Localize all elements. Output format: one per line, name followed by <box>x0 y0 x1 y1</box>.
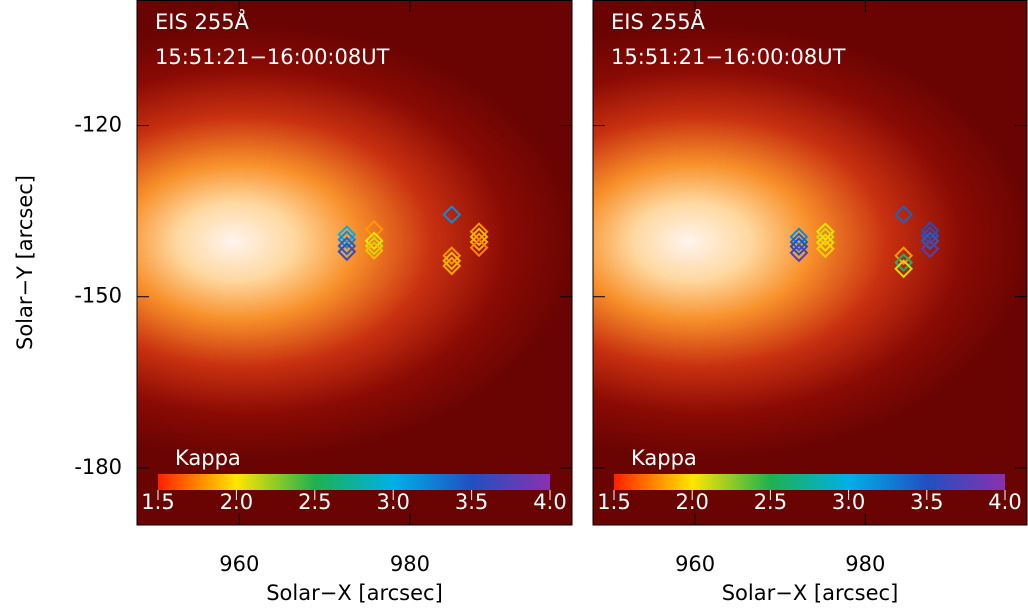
kappa-diamond <box>337 242 357 262</box>
kappa-diamond <box>364 231 384 251</box>
x-tick-label: 960 <box>219 552 259 576</box>
colorbar-tick-label: 3.0 <box>376 490 409 514</box>
colorbar <box>158 474 550 490</box>
colorbar-tick-label: 3.0 <box>832 490 865 514</box>
colorbar-tick-label: 2.5 <box>754 490 787 514</box>
kappa-diamond <box>789 237 809 256</box>
intensity-map <box>137 0 572 525</box>
y-tick-label: -150 <box>74 284 122 308</box>
kappa-diamond <box>920 226 940 246</box>
colorbar-tick-label: 3.5 <box>455 490 488 514</box>
plot-frame <box>592 0 1028 526</box>
kappa-diamond <box>920 239 940 259</box>
colorbar-tick-label: 4.0 <box>988 490 1021 514</box>
panel-subtitle: 15:51:21−16:00:08UT <box>155 45 390 69</box>
kappa-diamond <box>364 241 384 260</box>
x-tick-label: 980 <box>390 552 430 576</box>
panel-title: EIS 255Å <box>611 8 706 34</box>
colorbar-label: Kappa <box>175 446 241 470</box>
colorbar <box>614 474 1005 490</box>
colorbar-tick-label: 1.5 <box>597 490 630 514</box>
y-axis-label: Solar−Y [arcsec] <box>13 175 37 350</box>
kappa-diamond <box>894 253 914 272</box>
kappa-diamond <box>442 205 462 224</box>
plot-frame <box>136 0 573 526</box>
kappa-diamond <box>469 232 489 252</box>
intensity-map <box>593 0 1027 525</box>
kappa-diamond <box>442 251 462 271</box>
x-tick-label: 960 <box>675 552 715 576</box>
kappa-diamond <box>815 239 835 259</box>
kappa-diamond <box>442 246 462 266</box>
x-axis-label: Solar−X [arcsec] <box>722 581 899 605</box>
kappa-diamond <box>894 246 914 266</box>
colorbar-tick-label: 2.0 <box>220 490 253 514</box>
x-tick-label: 980 <box>845 552 885 576</box>
kappa-diamond <box>789 243 809 263</box>
colorbar-tick-label: 3.5 <box>910 490 943 514</box>
kappa-diamond <box>337 236 357 256</box>
kappa-diamond <box>894 259 914 279</box>
panel-subtitle: 15:51:21−16:00:08UT <box>611 45 846 69</box>
kappa-diamond <box>469 227 489 247</box>
kappa-diamond <box>337 230 357 250</box>
kappa-diamond <box>920 231 940 251</box>
colorbar-label: Kappa <box>631 446 697 470</box>
colorbar-tick-label: 2.5 <box>298 490 331 514</box>
y-tick-label: -120 <box>74 113 122 137</box>
kappa-diamond <box>894 205 914 224</box>
kappa-diamond <box>789 232 809 252</box>
kappa-diamond <box>442 256 462 276</box>
kappa-diamond <box>920 221 940 240</box>
kappa-diamond <box>815 227 835 247</box>
y-tick-label: -180 <box>74 455 122 479</box>
colorbar-tick-label: 2.0 <box>675 490 708 514</box>
kappa-diamond <box>815 233 835 252</box>
kappa-diamond <box>469 238 489 258</box>
colorbar-tick-label: 1.5 <box>141 490 174 514</box>
colorbar-tick-label: 4.0 <box>533 490 566 514</box>
x-axis-label: Solar−X [arcsec] <box>266 581 443 605</box>
panel-title: EIS 255Å <box>155 8 250 34</box>
kappa-diamond <box>364 236 384 256</box>
